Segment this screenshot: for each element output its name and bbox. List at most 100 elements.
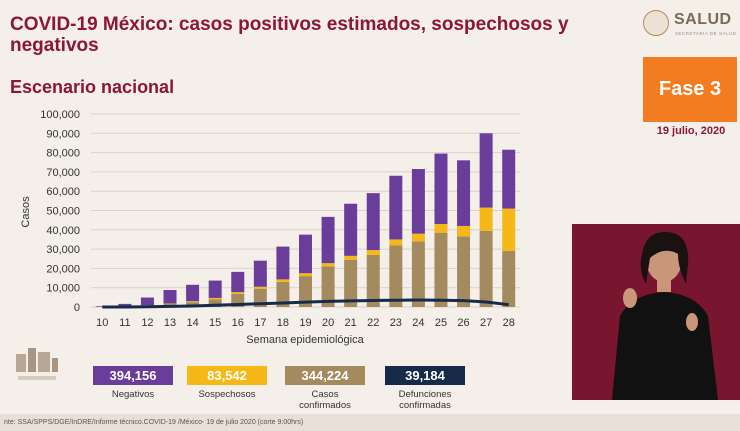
x-tick-label: 18 (277, 317, 289, 329)
x-tick-label: 26 (457, 317, 469, 329)
y-tick-label: 0 (74, 302, 80, 314)
report-date: 19 julio, 2020 (656, 125, 726, 137)
bar-casos-confirmados (479, 230, 493, 307)
bar-sospechosos (163, 303, 177, 305)
bar-sospechosos (366, 250, 380, 255)
bar-negativos (186, 284, 200, 302)
bar-negativos (140, 297, 154, 306)
bar-sospechosos (186, 301, 200, 303)
logo-text: SALUD (674, 11, 732, 28)
bar-sospechosos (411, 233, 425, 242)
x-tick-label: 11 (119, 317, 130, 329)
x-tick-label: 20 (322, 317, 334, 329)
bar-negativos (389, 175, 403, 240)
bar-negativos (502, 149, 516, 209)
bar-sospechosos (434, 224, 448, 233)
bar-negativos (208, 280, 222, 298)
x-tick-label: 27 (480, 317, 492, 329)
stat-defunciones: 39,184 Defunciones confirmadas (385, 366, 465, 411)
bar-casos-confirmados (276, 281, 290, 307)
stat-defunciones-label: Defunciones confirmadas (398, 389, 452, 411)
x-tick-label: 10 (96, 317, 108, 329)
bar-sospechosos (231, 292, 245, 294)
page-subtitle: Escenario nacional (10, 77, 175, 97)
y-axis-label: Casos (20, 196, 32, 228)
bar-negativos (457, 160, 471, 226)
bar-sospechosos (208, 297, 222, 300)
bar-sospechosos (321, 263, 335, 267)
bar-sospechosos (457, 225, 471, 237)
bar-sospechosos (479, 207, 493, 231)
x-tick-label: 23 (390, 317, 402, 329)
y-tick-label: 70,000 (46, 167, 80, 179)
stat-negativos: 394,156 Negativos (93, 366, 173, 400)
x-tick-label: 13 (164, 317, 176, 329)
salud-logo: SALUD SECRETARÍA DE SALUD (640, 8, 740, 42)
bar-negativos (276, 246, 290, 280)
bar-negativos (321, 216, 335, 264)
stat-confirmados: 344,224 Casos confirmados (285, 366, 365, 411)
x-tick-label: 21 (345, 317, 357, 329)
bar-casos-confirmados (321, 266, 335, 307)
x-tick-label: 15 (209, 317, 221, 329)
y-tick-label: 10,000 (46, 283, 80, 295)
phase-badge: Fase 3 (643, 57, 737, 122)
x-tick-label: 24 (412, 317, 424, 329)
bar-sospechosos (276, 279, 290, 282)
bar-negativos (366, 193, 380, 251)
stat-sospechosos: 83,542 Sospechosos (187, 366, 267, 400)
bar-negativos (479, 133, 493, 208)
bar-negativos (434, 153, 448, 225)
y-tick-label: 30,000 (46, 244, 80, 256)
stat-confirmados-label: Casos confirmados (299, 389, 351, 411)
stat-sospechosos-label: Sospechosos (198, 389, 256, 400)
bar-casos-confirmados (457, 236, 471, 307)
bar-casos-confirmados (434, 232, 448, 307)
bar-negativos (299, 234, 312, 274)
x-tick-label: 14 (186, 317, 198, 329)
logo-subtext: SECRETARÍA DE SALUD (675, 31, 737, 36)
bar-casos-confirmados (344, 259, 358, 307)
bar-casos-confirmados (208, 299, 222, 307)
bar-negativos (163, 290, 177, 304)
bar-negativos (344, 203, 358, 256)
bar-negativos (118, 303, 132, 307)
stat-negativos-label: Negativos (111, 389, 155, 400)
bar-casos-confirmados (502, 251, 516, 307)
y-tick-label: 40,000 (46, 225, 80, 237)
stat-negativos-value: 394,156 (93, 366, 173, 385)
x-axis-label: Semana epidemiológica (246, 334, 364, 346)
page-title: COVID-19 México: casos positivos estimad… (10, 14, 569, 56)
stat-sospechosos-value: 83,542 (187, 366, 267, 385)
bar-sospechosos (253, 286, 267, 289)
stat-confirmados-value: 344,224 (285, 366, 365, 385)
line-defunciones (102, 298, 509, 309)
stat-defunciones-value: 39,184 (385, 366, 465, 385)
bar-negativos (253, 260, 267, 287)
bar-casos-confirmados (411, 241, 425, 307)
x-tick-label: 25 (435, 317, 447, 329)
x-tick-label: 17 (254, 317, 266, 329)
y-tick-label: 20,000 (46, 263, 80, 275)
bar-sospechosos (344, 255, 358, 260)
y-tick-label: 100,000 (40, 109, 80, 121)
x-tick-label: 16 (232, 317, 244, 329)
y-tick-label: 60,000 (46, 186, 80, 198)
bar-negativos (411, 169, 425, 234)
y-tick-label: 80,000 (46, 148, 80, 160)
bar-casos-confirmados (299, 276, 312, 307)
x-tick-label: 19 (299, 317, 311, 329)
x-tick-label: 12 (141, 317, 153, 329)
bar-casos-confirmados (389, 245, 403, 307)
y-tick-label: 50,000 (46, 206, 80, 218)
source-footer: nte: SSA/SPPS/DGE/InDRE/Informe técnico.… (0, 414, 740, 431)
building-icons (14, 344, 60, 384)
x-tick-label: 28 (503, 317, 515, 329)
coat-of-arms-icon (643, 10, 669, 36)
x-tick-label: 22 (367, 317, 379, 329)
bar-sospechosos (389, 239, 403, 246)
sign-language-interpreter (572, 224, 740, 400)
bar-sospechosos (502, 208, 516, 252)
bar-negativos (231, 271, 245, 293)
